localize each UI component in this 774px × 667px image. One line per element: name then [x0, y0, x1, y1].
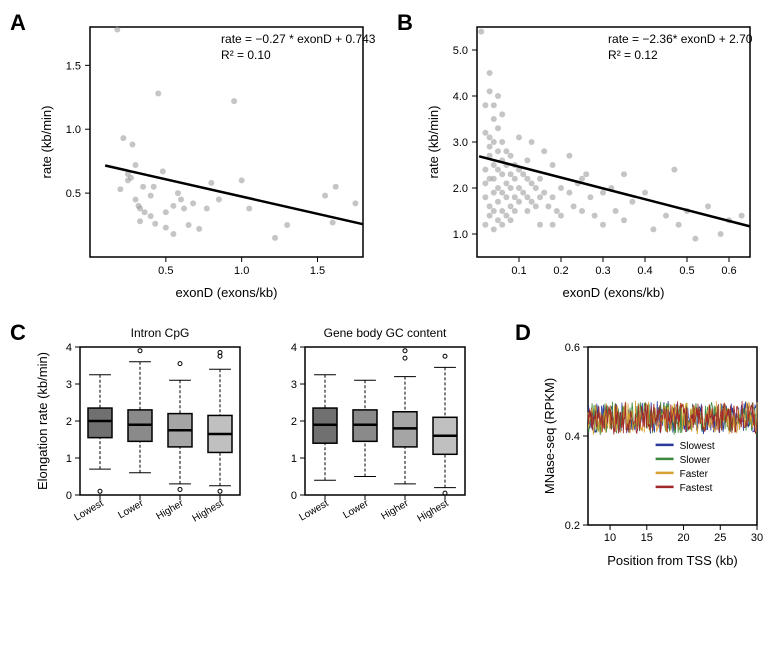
svg-text:Slower: Slower [680, 455, 711, 466]
svg-text:Faster: Faster [680, 469, 709, 480]
svg-text:1.0: 1.0 [234, 265, 249, 277]
svg-text:4.0: 4.0 [453, 91, 468, 103]
svg-text:rate = −2.36* exonD + 2.70: rate = −2.36* exonD + 2.70 [608, 32, 753, 46]
svg-text:25: 25 [714, 532, 726, 544]
svg-text:2: 2 [291, 416, 297, 428]
svg-text:0.6: 0.6 [721, 265, 736, 277]
svg-text:0.5: 0.5 [158, 265, 173, 277]
svg-text:1.0: 1.0 [66, 124, 81, 136]
panel-a-label: A [10, 10, 26, 36]
svg-text:R² = 0.10: R² = 0.10 [221, 48, 271, 62]
svg-text:0.6: 0.6 [565, 342, 580, 354]
panel-b-chart: 0.1 0.2 0.3 0.4 0.5 0.6 1.0 2.0 3.0 4.0 5.0 exonD (… [422, 15, 762, 305]
svg-text:15: 15 [641, 532, 653, 544]
svg-text:Highest: Highest [416, 498, 451, 525]
svg-text:1: 1 [66, 453, 72, 465]
panel-b: B 0.1 0.2 0.3 0.4 0.5 0.6 1.0 2.0 3.0 4.0 5.0 exonD… [397, 10, 764, 305]
svg-text:4: 4 [66, 342, 72, 354]
svg-text:30: 30 [751, 532, 763, 544]
svg-text:Position from TSS (kb): Position from TSS (kb) [607, 553, 738, 568]
svg-text:0.5: 0.5 [66, 188, 81, 200]
svg-text:0.5: 0.5 [679, 265, 694, 277]
panel-c-chart: 01234LowestLowerHigherHighestIntron CpG0… [35, 325, 505, 575]
panel-a-chart: 0.5 1.0 1.5 0.5 1.0 1.5 exonD (exons/kb) rate (… [35, 15, 375, 305]
svg-text:0.4: 0.4 [637, 265, 652, 277]
svg-text:10: 10 [604, 532, 616, 544]
panel-a: A 0.5 1.0 1.5 0.5 1.0 1.5 exonD (exons/kb) rate… [10, 10, 377, 305]
svg-text:0.1: 0.1 [511, 265, 526, 277]
svg-text:Elongation rate (kb/min): Elongation rate (kb/min) [35, 352, 50, 490]
svg-text:3.0: 3.0 [453, 137, 468, 149]
svg-text:Higher: Higher [154, 498, 186, 523]
svg-text:5.0: 5.0 [453, 45, 468, 57]
svg-text:3: 3 [66, 379, 72, 391]
svg-text:Lowest: Lowest [298, 498, 331, 523]
svg-text:1.5: 1.5 [66, 60, 81, 72]
svg-text:exonD (exons/kb): exonD (exons/kb) [176, 285, 278, 300]
svg-text:0.2: 0.2 [565, 520, 580, 532]
svg-text:rate = −0.27 * exonD + 0.743: rate = −0.27 * exonD + 0.743 [221, 32, 375, 46]
svg-text:0: 0 [291, 490, 297, 502]
svg-text:0.3: 0.3 [595, 265, 610, 277]
panel-c: C 01234LowestLowerHigherHighestIntron Cp… [10, 320, 505, 575]
svg-text:exonD (exons/kb): exonD (exons/kb) [563, 285, 665, 300]
svg-text:Lower: Lower [116, 498, 146, 521]
panel-d-label: D [515, 320, 531, 346]
svg-text:3: 3 [291, 379, 297, 391]
svg-text:Fastest: Fastest [680, 483, 713, 494]
svg-text:Lowest: Lowest [73, 498, 106, 523]
svg-text:R² = 0.12: R² = 0.12 [608, 48, 658, 62]
figure-grid: A 0.5 1.0 1.5 0.5 1.0 1.5 exonD (exons/kb) rate… [10, 10, 764, 575]
svg-text:2.0: 2.0 [453, 183, 468, 195]
svg-text:Highest: Highest [191, 498, 226, 525]
panel-d: D 10 15 20 25 30 0.2 0.4 0.6 Slowest Slower Faster… [515, 320, 765, 575]
svg-text:0.2: 0.2 [553, 265, 568, 277]
svg-text:Intron CpG: Intron CpG [131, 326, 190, 340]
panel-b-label: B [397, 10, 413, 36]
svg-text:4: 4 [291, 342, 297, 354]
svg-text:1.5: 1.5 [310, 265, 325, 277]
svg-text:rate (kb/min): rate (kb/min) [39, 106, 54, 179]
svg-text:MNase-seq (RPKM): MNase-seq (RPKM) [542, 378, 557, 494]
svg-text:2: 2 [66, 416, 72, 428]
panel-c-label: C [10, 320, 26, 346]
panel-d-chart: 10 15 20 25 30 0.2 0.4 0.6 Slowest Slower Faster Fa… [540, 325, 765, 575]
svg-text:Slowest: Slowest [680, 441, 715, 452]
svg-text:20: 20 [677, 532, 689, 544]
panel-row2: C 01234LowestLowerHigherHighestIntron Cp… [10, 320, 764, 575]
svg-text:1.0: 1.0 [453, 229, 468, 241]
svg-text:Gene body GC content: Gene body GC content [324, 326, 447, 340]
svg-text:0: 0 [66, 490, 72, 502]
svg-text:1: 1 [291, 453, 297, 465]
svg-text:rate (kb/min): rate (kb/min) [426, 106, 441, 179]
svg-text:Higher: Higher [379, 498, 411, 523]
svg-text:Lower: Lower [341, 498, 371, 521]
svg-text:0.4: 0.4 [565, 431, 580, 443]
